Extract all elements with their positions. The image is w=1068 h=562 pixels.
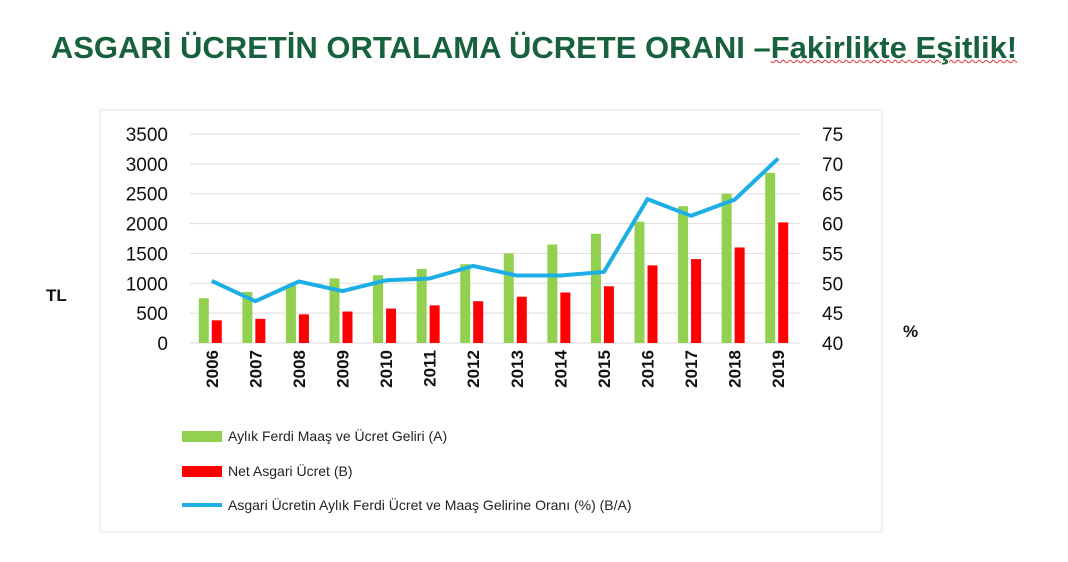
bar-a xyxy=(460,264,471,343)
bar-a xyxy=(373,275,384,343)
bar-a xyxy=(416,268,427,343)
bar-a xyxy=(503,253,514,343)
legend-item-ratio: Asgari Ücretin Aylık Ferdi Ücret ve Maaş… xyxy=(182,497,632,513)
y-tick-right: 50 xyxy=(822,274,843,295)
x-tick: 2011 xyxy=(421,350,440,387)
bar-b xyxy=(255,318,266,343)
x-tick: 2009 xyxy=(334,350,353,388)
right-axis-label: % xyxy=(903,322,919,341)
x-tick: 2010 xyxy=(377,350,396,388)
x-tick: 2012 xyxy=(464,350,483,388)
x-tick: 2015 xyxy=(595,350,614,388)
bar-b xyxy=(473,301,484,343)
bar-b xyxy=(778,222,789,343)
y-tick-left: 2500 xyxy=(126,185,168,206)
bar-b xyxy=(386,308,397,343)
x-tick: 2007 xyxy=(246,350,265,388)
x-tick: 2019 xyxy=(769,350,788,388)
legend-label: Aylık Ferdi Maaş ve Ücret Geliri (A) xyxy=(228,428,448,444)
bar-b xyxy=(211,320,222,343)
bar-a xyxy=(765,172,776,343)
bar-a xyxy=(721,193,732,343)
bar-b xyxy=(691,259,702,343)
y-tick-left: 3500 xyxy=(126,125,168,146)
bar-a xyxy=(678,206,689,343)
bar-a xyxy=(242,291,253,343)
bar-b xyxy=(647,265,658,343)
title-emphasis: Fakirlikte Eşitlik! xyxy=(770,30,1018,65)
legend-swatch-red xyxy=(182,465,222,477)
y-tick-right: 70 xyxy=(822,155,843,176)
legend-label: Asgari Ücretin Aylık Ferdi Ücret ve Maaş… xyxy=(228,497,632,513)
legend-swatch-green xyxy=(182,430,222,442)
bar-b xyxy=(734,247,745,343)
bar-b xyxy=(342,311,353,343)
x-tick: 2013 xyxy=(508,350,527,388)
bar-a xyxy=(590,233,601,343)
x-tick: 2006 xyxy=(203,350,222,388)
y-tick-right: 45 xyxy=(822,304,843,325)
x-tick: 2008 xyxy=(290,350,309,388)
y-tick-right: 55 xyxy=(822,244,843,265)
y-tick-left: 0 xyxy=(157,334,168,355)
y-tick-right: 65 xyxy=(822,185,843,206)
legend-label: Net Asgari Ücret (B) xyxy=(228,463,353,479)
y-tick-left: 1500 xyxy=(126,244,168,265)
page-title: ASGARİ ÜCRETİN ORTALAMA ÜCRETE ORANI –Fa… xyxy=(0,30,1068,66)
ratio-line xyxy=(210,157,780,304)
y-tick-left: 2000 xyxy=(126,215,168,236)
bar-b xyxy=(560,292,571,343)
y-tick-left: 3000 xyxy=(126,155,168,176)
chart-card xyxy=(100,110,882,532)
y-tick-left: 500 xyxy=(136,304,168,325)
y-tick-right: 60 xyxy=(822,215,843,236)
left-axis-label: TL xyxy=(46,286,67,305)
bar-a xyxy=(198,298,209,343)
bar-b xyxy=(603,286,614,343)
x-tick: 2018 xyxy=(726,350,745,388)
legend-item-b: Net Asgari Ücret (B) xyxy=(182,463,352,479)
bar-b xyxy=(429,305,440,343)
bar-a xyxy=(547,244,558,343)
x-tick: 2017 xyxy=(682,350,701,388)
bar-a xyxy=(285,285,296,343)
bar-a xyxy=(329,278,340,343)
x-tick: 2016 xyxy=(639,350,658,388)
bar-b xyxy=(298,314,309,343)
title-main: ASGARİ ÜCRETİN ORTALAMA ÜCRETE ORANI – xyxy=(50,30,771,65)
legend-item-a: Aylık Ferdi Maaş ve Ücret Geliri (A) xyxy=(182,428,447,444)
x-tick: 2014 xyxy=(551,349,570,387)
bar-b xyxy=(516,296,527,343)
y-tick-right: 40 xyxy=(822,334,843,355)
bar-a xyxy=(634,221,645,343)
y-tick-left: 1000 xyxy=(126,274,168,295)
y-tick-right: 75 xyxy=(822,125,843,146)
legend-swatch-line xyxy=(182,503,222,507)
